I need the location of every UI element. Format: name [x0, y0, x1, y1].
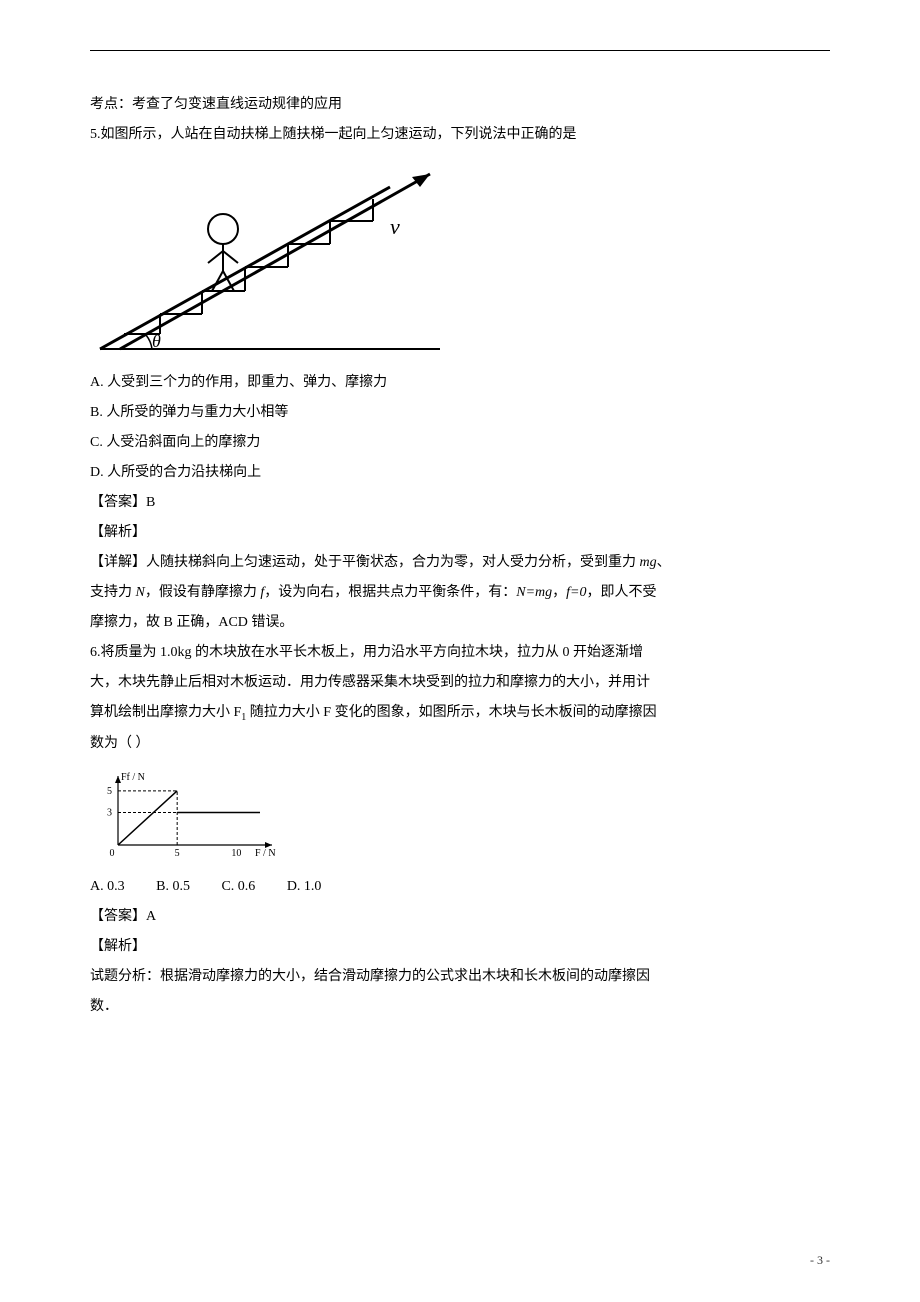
q6-stem-line1: 6.将质量为 1.0kg 的木块放在水平长木板上，用力沿水平方向拉木块，拉力从 …	[90, 639, 830, 667]
page-number: - 3 -	[810, 1248, 830, 1272]
q6-stem3a: 算机绘制出摩擦力大小 F	[90, 705, 241, 720]
q5-d2d: ，	[552, 585, 566, 600]
q5-d2e: ，即人不受	[586, 585, 656, 600]
q5-option-b: B. 人所受的弹力与重力大小相等	[90, 399, 830, 427]
q6-stem3b: 随拉力大小 F 变化的图象，如图所示，木块与长木板间的动摩擦因	[246, 705, 656, 720]
q6-options: A. 0.3 B. 0.5 C. 0.6 D. 1.0	[90, 873, 830, 901]
q5-explanation-label: 【解析】	[90, 519, 830, 547]
svg-text:Ff / N: Ff / N	[121, 772, 145, 783]
q6-stem-line4: 数为（ ）	[90, 730, 830, 758]
q6-option-d: D. 1.0	[287, 879, 322, 894]
q5-option-a: A. 人受到三个力的作用，即重力、弹力、摩擦力	[90, 369, 830, 397]
q5-detail-punct: 、	[657, 555, 671, 570]
q6-stem-line3: 算机绘制出摩擦力大小 F1 随拉力大小 F 变化的图象，如图所示，木块与长木板间…	[90, 699, 830, 728]
page-top-rule	[90, 50, 830, 51]
q6-answer: 【答案】A	[90, 903, 830, 931]
svg-text:0: 0	[110, 848, 115, 859]
prev-topic-line: 考点：考查了匀变速直线运动规律的应用	[90, 91, 830, 119]
q5-detail-line2: 支持力 N，假设有静摩擦力 f，设为向右，根据共点力平衡条件，有：N=mg，f=…	[90, 579, 830, 607]
q6-option-a: A. 0.3	[90, 879, 125, 894]
q5-figure: θv	[90, 159, 830, 359]
q6-analysis-line2: 数．	[90, 993, 830, 1021]
q5-stem: 5.如图所示，人站在自动扶梯上随扶梯一起向上匀速运动，下列说法中正确的是	[90, 121, 830, 149]
q5-option-c: C. 人受沿斜面向上的摩擦力	[90, 429, 830, 457]
q5-d2c: ，设为向右，根据共点力平衡条件，有：	[264, 585, 516, 600]
q5-d2a: 支持力	[90, 585, 132, 600]
q6-stem-line2: 大，木块先静止后相对木板运动．用力传感器采集木块受到的拉力和摩擦力的大小，并用计	[90, 669, 830, 697]
q6-analysis-line1: 试题分析：根据滑动摩擦力的大小，结合滑动摩擦力的公式求出木块和长木板间的动摩擦因	[90, 963, 830, 991]
q6-explanation-label: 【解析】	[90, 933, 830, 961]
q6-figure: 5 10 0 3 5 F / N Ff / N	[90, 768, 830, 863]
q5-answer: 【答案】B	[90, 489, 830, 517]
q5-detail-mg: mg	[640, 555, 657, 570]
svg-text:F / N: F / N	[255, 848, 276, 859]
q5-d2b: ，假设有静摩擦力	[145, 585, 257, 600]
q5-d2-f0: f=0	[566, 585, 586, 600]
svg-text:10: 10	[231, 848, 241, 859]
svg-text:5: 5	[175, 848, 180, 859]
q5-d2-N: N	[136, 585, 145, 600]
svg-text:5: 5	[107, 786, 112, 797]
q6-option-c: C. 0.6	[221, 879, 255, 894]
q5-d2-Nmg: N=mg	[516, 585, 552, 600]
q6-option-b: B. 0.5	[156, 879, 190, 894]
q5-detail-line1: 【详解】人随扶梯斜向上匀速运动，处于平衡状态，合力为零，对人受力分析，受到重力 …	[90, 549, 830, 577]
svg-text:θ: θ	[152, 331, 161, 351]
svg-text:v: v	[390, 214, 400, 239]
q5-detail-line3: 摩擦力，故 B 正确，ACD 错误。	[90, 609, 830, 637]
q5-option-d: D. 人所受的合力沿扶梯向上	[90, 459, 830, 487]
svg-text:3: 3	[107, 807, 112, 818]
q5-detail-text: 【详解】人随扶梯斜向上匀速运动，处于平衡状态，合力为零，对人受力分析，受到重力	[90, 555, 636, 570]
